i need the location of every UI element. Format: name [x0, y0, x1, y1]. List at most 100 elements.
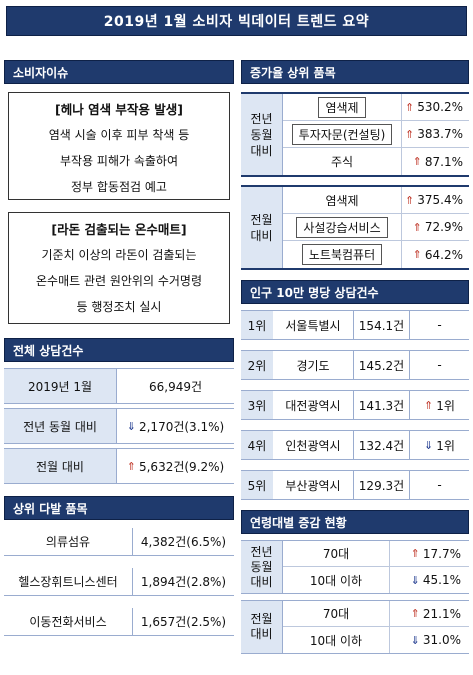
arrow-up-icon: ⇑ [126, 459, 136, 473]
count: 129.3건 [353, 471, 409, 499]
arrow-up-icon: ⇑ [412, 155, 422, 168]
total-label: 전월 대비 [4, 448, 116, 484]
total-value: 66,949건 [116, 368, 234, 404]
issue-line: 등 행정조치 실시 [76, 300, 162, 314]
group-label: 전월 대비 [241, 601, 283, 653]
issue-line: 부작용 피해가 속출하여 [59, 154, 179, 168]
top-items-heading: 상위 다발 품목 [4, 496, 234, 520]
age-name: 10대 이하 [309, 573, 363, 588]
age-pct: ⇑ 17.7% [389, 541, 469, 566]
age-group-yoy: 전년 동월 대비 70대 ⇑ 17.7% 10대 이하 ⇓ 45.1% [241, 540, 469, 594]
item-name: 사설강습서비스 [283, 214, 401, 240]
top-item-value: 1,894건(2.8%) [132, 568, 234, 596]
rank-row: 3위 대전광역시 141.3건 ⇑ 1위 [241, 390, 469, 420]
issue-box-1: [헤나 염색 부작용 발생] 염색 시술 이후 피부 착색 등 부작용 피해가 … [8, 92, 230, 200]
item-pct: ⇑ 72.9% [401, 214, 469, 240]
arrow-up-icon: ⇑ [412, 248, 422, 261]
age-row: 70대 ⇑ 17.7% [283, 541, 469, 567]
issue-line: 기준치 이상의 라돈이 검출되는 [41, 248, 197, 262]
city: 대전광역시 [285, 398, 341, 413]
item-pct: ⇑ 530.2% [401, 94, 469, 120]
issue-line: 온수매트 관련 원안위의 수거명령 [35, 274, 202, 288]
age-group-mom: 전월 대비 70대 ⇑ 21.1% 10대 이하 ⇓ 31.0% [241, 600, 469, 654]
increase-row: 염색제 ⇑ 375.4% [283, 187, 469, 214]
per-capita-heading: 인구 10만 명당 상담건수 [241, 280, 469, 304]
rank: 2위 [241, 351, 273, 379]
issue-title: [라돈 검출되는 온수매트] [51, 222, 187, 237]
top-item-row: 의류섬유 4,382건(6.5%) [4, 528, 234, 556]
item-name: 주식 [330, 155, 354, 169]
arrow-down-icon: ⇓ [410, 633, 420, 647]
top-item-value: 1,657건(2.5%) [132, 608, 234, 636]
item-pct: ⇑ 87.1% [401, 148, 469, 175]
count: 154.1건 [353, 311, 409, 339]
count: 132.4건 [353, 431, 409, 459]
left-column: 소비자이슈 [헤나 염색 부작용 발생] 염색 시술 이후 피부 착색 등 부작… [4, 60, 234, 636]
item-pct: ⇑ 375.4% [401, 187, 469, 213]
increase-group-mom: 전월 대비 염색제 ⇑ 375.4% 사설강습서비스 ⇑ 72.9% 노트북컴퓨터 ⇑… [241, 185, 469, 270]
total-value: ⇓ 2,170건(3.1%) [116, 408, 234, 444]
rank: 3위 [241, 391, 273, 419]
top-item-label: 헬스장휘트니스센터 [4, 568, 132, 596]
issue-line: 염색 시술 이후 피부 착색 등 [48, 128, 190, 142]
city: 경기도 [296, 358, 330, 373]
arrow-up-icon: ⇑ [424, 398, 434, 412]
top-item-row: 헬스장휘트니스센터 1,894건(2.8%) [4, 568, 234, 596]
item-name: 노트북컴퓨터 [283, 241, 401, 268]
item-name: 염색제 [283, 94, 401, 120]
right-column: 증가율 상위 품목 전년 동월 대비 염색제 ⇑ 530.2% 투자자문(컨설팅) ⇑… [241, 60, 469, 654]
total-row: 전년 동월 대비 ⇓ 2,170건(3.1%) [4, 408, 234, 444]
total-label: 2019년 1월 [4, 368, 116, 404]
age-pct: ⇓ 31.0% [389, 627, 469, 653]
issue-box-2: [라돈 검출되는 온수매트] 기준치 이상의 라돈이 검출되는 온수매트 관련 … [8, 212, 230, 324]
issue-line: 정부 합동점검 예고 [71, 180, 167, 194]
top-item-label: 의류섬유 [4, 528, 132, 556]
item-pct: ⇑ 64.2% [401, 241, 469, 268]
age-name: 70대 [322, 607, 350, 621]
group-label: 전년 동월 대비 [241, 94, 283, 175]
age-name: 70대 [322, 547, 350, 561]
total-row: 전월 대비 ⇑ 5,632건(9.2%) [4, 448, 234, 484]
arrow-down-icon: ⇓ [410, 573, 420, 587]
change: - [409, 311, 469, 339]
arrow-up-icon: ⇑ [412, 220, 422, 234]
change: ⇓ 1위 [409, 431, 469, 459]
increase-row: 주식 ⇑ 87.1% [283, 148, 469, 175]
arrow-down-icon: ⇓ [424, 438, 434, 452]
rank: 5위 [241, 471, 273, 499]
count: 145.2건 [353, 351, 409, 379]
total-label: 전년 동월 대비 [4, 408, 116, 444]
item-pct: ⇑ 383.7% [401, 121, 469, 147]
city: 서울특별시 [285, 318, 341, 333]
age-row: 10대 이하 ⇓ 31.0% [283, 627, 469, 653]
arrow-down-icon: ⇓ [126, 419, 136, 433]
increase-group-yoy: 전년 동월 대비 염색제 ⇑ 530.2% 투자자문(컨설팅) ⇑ 383.7% 주식 … [241, 92, 469, 177]
page-title: 2019년 1월 소비자 빅데이터 트렌드 요약 [6, 6, 467, 36]
city: 부산광역시 [285, 478, 341, 493]
issues-heading: 소비자이슈 [4, 60, 234, 84]
increase-row: 염색제 ⇑ 530.2% [283, 94, 469, 121]
top-item-label: 이동전화서비스 [4, 608, 132, 636]
increase-row: 사설강습서비스 ⇑ 72.9% [283, 214, 469, 241]
rank-row: 2위 경기도 145.2건 - [241, 350, 469, 380]
top-item-value: 4,382건(6.5%) [132, 528, 234, 556]
rank: 1위 [241, 311, 273, 339]
rank-row: 1위 서울특별시 154.1건 - [241, 310, 469, 340]
count: 141.3건 [353, 391, 409, 419]
change: ⇑ 1위 [409, 391, 469, 419]
total-value: ⇑ 5,632건(9.2%) [116, 448, 234, 484]
arrow-up-icon: ⇑ [410, 607, 420, 620]
age-row: 10대 이하 ⇓ 45.1% [283, 567, 469, 593]
group-label: 전년 동월 대비 [241, 541, 283, 593]
increase-heading: 증가율 상위 품목 [241, 60, 469, 84]
change: - [409, 351, 469, 379]
rank-row: 4위 인천광역시 132.4건 ⇓ 1위 [241, 430, 469, 460]
group-label: 전월 대비 [241, 187, 283, 268]
increase-row: 투자자문(컨설팅) ⇑ 383.7% [283, 121, 469, 148]
item-name: 염색제 [325, 193, 359, 208]
arrow-up-icon: ⇑ [405, 193, 415, 207]
age-pct: ⇓ 45.1% [389, 567, 469, 593]
rank-row: 5위 부산광역시 129.3건 - [241, 470, 469, 500]
total-row: 2019년 1월 66,949건 [4, 368, 234, 404]
age-pct: ⇑ 21.1% [389, 601, 469, 626]
